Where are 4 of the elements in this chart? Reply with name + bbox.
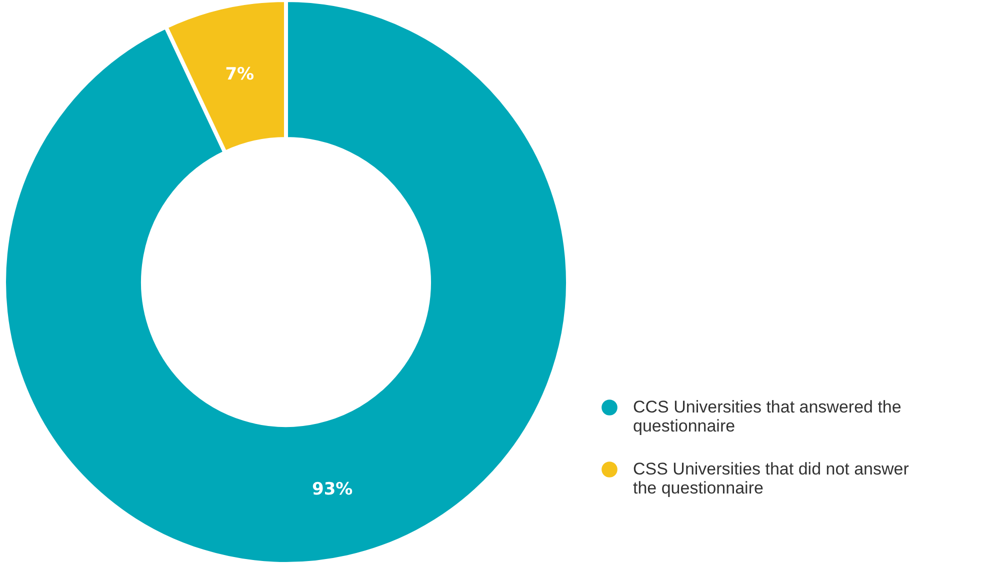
legend-label: CCS Universities that answered the questionnaire	[633, 398, 902, 436]
data-label: 93%	[312, 479, 353, 500]
data-label: 7%	[225, 64, 254, 85]
legend-label: CSS Universities that did not answer the questionnaire	[633, 460, 910, 498]
